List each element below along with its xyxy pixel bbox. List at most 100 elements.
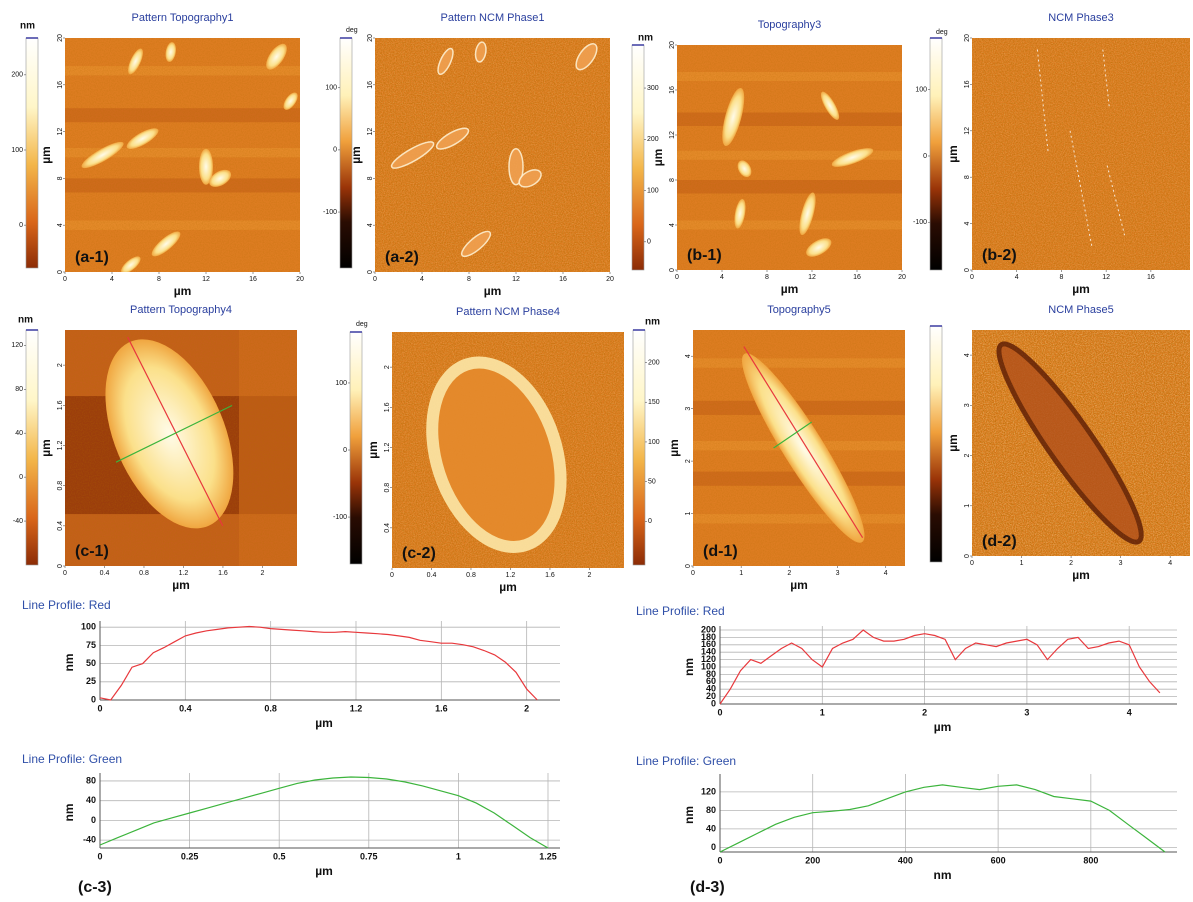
- x-tick-label: 1.2: [506, 572, 516, 579]
- y-axis-label: µm: [651, 149, 665, 167]
- panel-label: (b-2): [982, 247, 1017, 264]
- colorbar-tick-label: -40: [13, 518, 23, 525]
- x-tick-label: 0: [717, 855, 722, 865]
- y-tick-label: 8: [964, 175, 971, 179]
- afm-image: [972, 330, 1190, 556]
- afm-image: [392, 332, 624, 568]
- x-tick-label: 0.4: [179, 703, 192, 713]
- colorbar-unit: deg: [356, 321, 368, 328]
- x-tick-label: 0.8: [139, 570, 149, 577]
- y-tick-label: 100: [81, 622, 96, 632]
- y-tick-label: 4: [964, 222, 971, 226]
- x-axis-label: nm: [934, 868, 952, 882]
- y-tick-label: 2: [384, 365, 391, 369]
- x-tick-label: 12: [1102, 274, 1110, 281]
- x-tick-label: 12: [202, 276, 210, 283]
- y-tick-label: 0: [57, 564, 64, 568]
- x-axis-label: µm: [934, 720, 952, 734]
- x-axis-label: µm: [781, 282, 799, 296]
- x-tick-label: 8: [157, 276, 161, 283]
- colorbar-tick-label: 0: [648, 518, 652, 525]
- profile-line: [100, 777, 548, 848]
- x-tick-label: 0: [970, 274, 974, 281]
- x-tick-label: 1.2: [179, 570, 189, 577]
- x-tick-label: 0.75: [360, 851, 378, 861]
- chart-title: Line Profile: Green: [22, 752, 122, 766]
- x-tick-label: 8: [1059, 274, 1063, 281]
- y-tick-label: 1.6: [57, 400, 64, 410]
- x-axis-label: µm: [499, 580, 517, 594]
- x-tick-label: 400: [898, 855, 913, 865]
- x-tick-label: 4: [884, 570, 888, 577]
- x-axis-label: µm: [1072, 282, 1090, 296]
- x-tick-label: 2: [922, 707, 927, 717]
- panel-title: Topography3: [758, 19, 822, 31]
- x-tick-label: 1.6: [545, 572, 555, 579]
- x-axis-label: µm: [172, 578, 190, 592]
- y-axis-label: µm: [667, 439, 681, 457]
- panel-title: NCM Phase3: [1048, 12, 1113, 24]
- chart-title: Line Profile: Red: [636, 604, 725, 618]
- panel-title: NCM Phase5: [1048, 304, 1113, 316]
- colorbar-tick-label: 0: [923, 153, 927, 160]
- panel-label: (c-2): [402, 545, 436, 562]
- y-tick-label: 0.8: [57, 481, 64, 491]
- colorbar-tick-label: 100: [325, 85, 337, 92]
- colorbar-tick-label: -100: [913, 219, 927, 226]
- panel-label: (c-3): [78, 879, 112, 896]
- x-tick-label: 0: [97, 703, 102, 713]
- colorbar-unit: nm: [18, 315, 33, 326]
- panel-label: (a-1): [75, 249, 109, 266]
- y-tick-label: 20: [669, 41, 676, 49]
- x-axis-label: µm: [484, 284, 502, 298]
- colorbar-tick-label: -100: [323, 209, 337, 216]
- x-tick-label: 8: [467, 276, 471, 283]
- y-tick-label: 12: [367, 128, 374, 136]
- x-tick-label: 2: [524, 703, 529, 713]
- y-tick-label: 16: [57, 81, 64, 89]
- y-axis-label: µm: [366, 441, 380, 459]
- x-tick-label: 1.25: [539, 851, 557, 861]
- colorbar-tick-label: 40: [15, 430, 23, 437]
- y-axis-label: nm: [62, 804, 76, 822]
- y-axis-label: nm: [62, 654, 76, 672]
- y-axis-label: nm: [682, 658, 696, 676]
- x-axis-label: µm: [315, 716, 333, 730]
- x-tick-label: 12: [808, 274, 816, 281]
- colorbar-tick-label: 50: [648, 478, 656, 485]
- figure: Pattern Topography1nm0100200(a-1)0481216…: [0, 0, 1193, 902]
- panel-label: (c-1): [75, 543, 109, 560]
- colorbar: [350, 332, 362, 564]
- colorbar-tick-label: 300: [647, 85, 659, 92]
- colorbar-tick-label: 100: [915, 87, 927, 94]
- x-tick-label: 0.5: [273, 851, 286, 861]
- colorbar-tick-label: 200: [11, 72, 23, 79]
- y-tick-label: 40: [86, 795, 96, 805]
- colorbar-unit: nm: [20, 21, 35, 32]
- x-tick-label: 4: [110, 276, 114, 283]
- colorbar-tick-label: 200: [648, 359, 660, 366]
- x-tick-label: 16: [559, 276, 567, 283]
- y-tick-label: 2: [685, 459, 692, 463]
- x-tick-label: 0: [675, 274, 679, 281]
- y-tick-label: 0: [685, 564, 692, 568]
- y-tick-label: 80: [706, 805, 716, 815]
- y-tick-label: 12: [669, 131, 676, 139]
- x-tick-label: 2: [587, 572, 591, 579]
- x-axis-label: µm: [315, 864, 333, 878]
- y-tick-label: 8: [367, 176, 374, 180]
- x-tick-label: 0.25: [181, 851, 199, 861]
- y-axis-label: µm: [39, 439, 53, 457]
- y-tick-label: 0: [964, 268, 971, 272]
- y-tick-label: 1: [964, 504, 971, 508]
- y-tick-label: 8: [669, 178, 676, 182]
- x-tick-label: 1.2: [350, 703, 363, 713]
- x-tick-label: 1.6: [435, 703, 448, 713]
- x-tick-label: 0.8: [466, 572, 476, 579]
- x-axis-label: µm: [174, 284, 192, 298]
- colorbar-tick-label: 0: [333, 147, 337, 154]
- x-tick-label: 16: [249, 276, 257, 283]
- afm-image: [677, 45, 902, 270]
- colorbar: [633, 330, 645, 565]
- colorbar-tick-label: 0: [647, 239, 651, 246]
